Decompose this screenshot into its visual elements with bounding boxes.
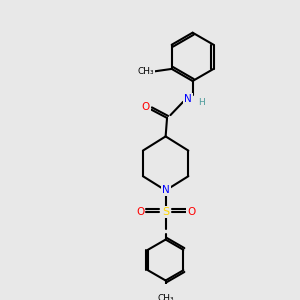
Text: H: H: [198, 98, 205, 107]
Text: CH₃: CH₃: [137, 67, 154, 76]
Text: N: N: [162, 185, 170, 195]
Text: O: O: [142, 102, 150, 112]
Text: S: S: [162, 207, 169, 217]
Text: CH₃: CH₃: [157, 294, 174, 300]
Text: O: O: [187, 207, 195, 217]
Text: N: N: [184, 94, 192, 104]
Text: O: O: [136, 207, 144, 217]
